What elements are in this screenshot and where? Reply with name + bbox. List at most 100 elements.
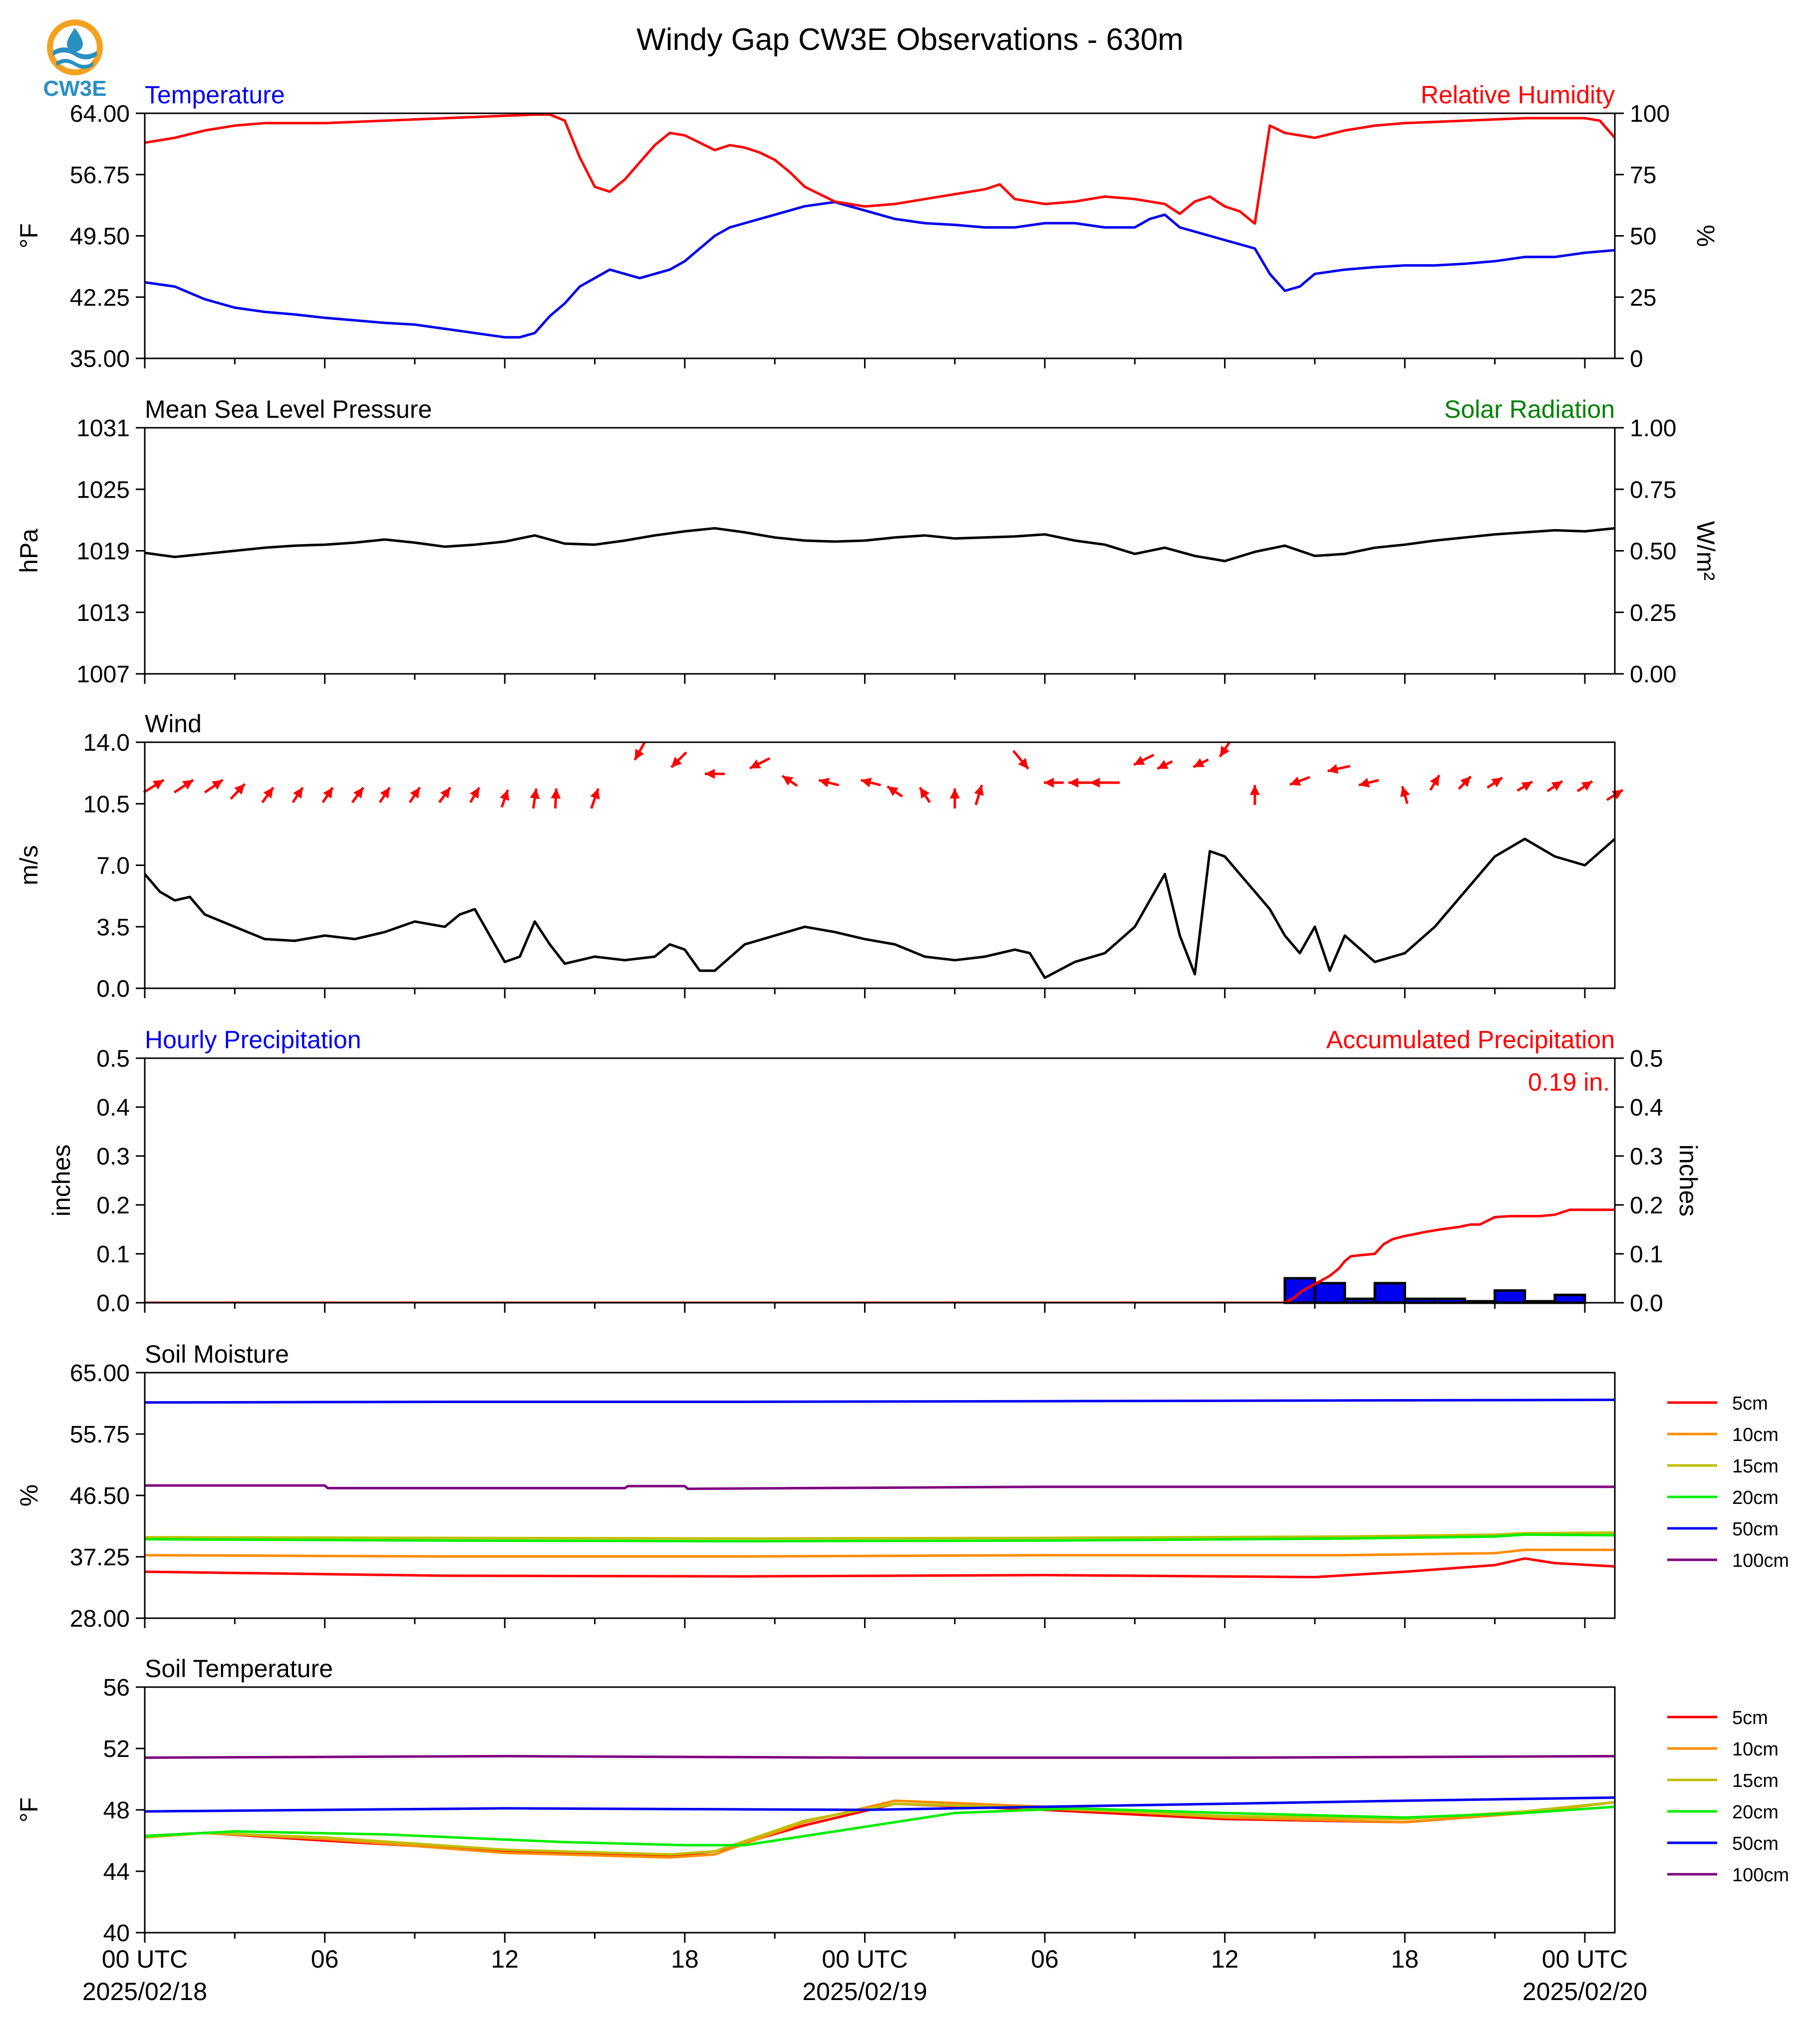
wind-arrow bbox=[949, 788, 960, 809]
series-line-2 bbox=[145, 113, 1615, 225]
panel-3: 0.0 3.5 7.0 10.5 14.0 Wind m/s bbox=[15, 710, 1624, 1002]
y2-tick-label: 0.5 bbox=[1630, 1046, 1663, 1072]
wind-arrow bbox=[1012, 750, 1029, 770]
wind-arrow bbox=[590, 788, 600, 809]
y-tick-label: 14.0 bbox=[83, 730, 130, 756]
panel-frame bbox=[144, 741, 1616, 989]
logo-wave-1 bbox=[53, 47, 97, 59]
wind-arrow-head bbox=[1359, 778, 1370, 788]
y-axis-label: hPa bbox=[15, 529, 43, 573]
wind-arrow-head bbox=[1430, 775, 1440, 787]
y2-tick-label: 0.50 bbox=[1630, 539, 1676, 565]
wind-arrow bbox=[469, 787, 481, 803]
y2-tick-label: 50 bbox=[1630, 224, 1656, 250]
x-date-label: 2025/02/20 bbox=[1522, 1978, 1647, 2006]
panel-4: 0.0 0.1 0.2 0.3 0.4 0.5 0.0 0.1 0.2 0.3 0.4 0.5 Hour… bbox=[47, 1026, 1702, 1317]
wind-arrow-head bbox=[1219, 745, 1230, 757]
series-line-15cm bbox=[145, 1801, 1615, 1856]
y-tick-label: 0.3 bbox=[96, 1144, 130, 1170]
wind-arrow bbox=[351, 787, 364, 804]
legend-label: 15cm bbox=[1732, 1770, 1779, 1791]
y-axis-label: °F bbox=[15, 223, 43, 249]
y-tick-label: 0.4 bbox=[96, 1095, 130, 1121]
y-tick-label: 35.00 bbox=[70, 346, 130, 372]
wind-arrow-head bbox=[1327, 764, 1339, 774]
wind-arrow-head bbox=[634, 749, 644, 760]
logo-drop-icon bbox=[67, 28, 83, 52]
y-tick-label: 46.50 bbox=[70, 1483, 130, 1509]
panel-right-title: Relative Humidity bbox=[1421, 81, 1615, 109]
series-line-5cm bbox=[145, 1557, 1615, 1579]
y2-tick-label: 0.4 bbox=[1630, 1095, 1663, 1121]
y-tick-label: 1019 bbox=[76, 539, 130, 565]
y-tick-label: 7.0 bbox=[96, 853, 130, 879]
wind-arrow bbox=[1193, 758, 1209, 768]
panel-frame bbox=[144, 1057, 1616, 1304]
x-axis-labels: 00 UTC 2025/02/18 06 12 18 00 UTC 2025/02/19 06… bbox=[82, 1945, 1647, 2006]
precip-bar bbox=[1313, 1282, 1346, 1304]
y-tick-label: 1013 bbox=[76, 600, 130, 626]
y2-tick-label: 25 bbox=[1630, 285, 1656, 311]
cw3e-logo: CW3E bbox=[43, 19, 107, 101]
y-tick-label: 0.1 bbox=[96, 1241, 130, 1268]
wind-arrow bbox=[292, 787, 304, 804]
y2-tick-label: 0 bbox=[1630, 346, 1643, 372]
y2-tick-label: 0.75 bbox=[1630, 477, 1676, 503]
wind-arrow bbox=[1546, 780, 1563, 793]
x-tick-label: 18 bbox=[1391, 1945, 1419, 1973]
wind-arrow bbox=[781, 775, 798, 787]
y-axis-label: % bbox=[15, 1484, 43, 1506]
y-tick-label: 40 bbox=[103, 1920, 130, 1947]
wind-arrow bbox=[1133, 753, 1155, 766]
wind-arrow bbox=[1487, 776, 1503, 789]
series-line-10cm bbox=[145, 1548, 1615, 1558]
panel-5: 28.00 37.25 46.50 55.75 65.00 Soil Moisture% 5… bbox=[15, 1340, 1789, 1632]
wind-arrow bbox=[1289, 776, 1310, 786]
x-tick-label: 12 bbox=[491, 1945, 519, 1973]
wind-arrow bbox=[749, 757, 771, 770]
wind-arrow-head bbox=[470, 787, 480, 799]
legend-label: 100cm bbox=[1732, 1550, 1789, 1571]
wind-arrow-head bbox=[152, 780, 164, 790]
series-line-1 bbox=[145, 201, 1615, 339]
panel-frame bbox=[144, 1372, 1616, 1619]
legend-label: 5cm bbox=[1732, 1393, 1768, 1414]
wind-arrow bbox=[530, 788, 540, 809]
series-line-20cm bbox=[145, 1533, 1615, 1543]
y2-axis-label: % bbox=[1692, 225, 1720, 247]
x-tick-label: 00 UTC bbox=[822, 1945, 908, 1973]
y-tick-label: 1031 bbox=[76, 415, 130, 442]
wind-arrow bbox=[1327, 764, 1351, 774]
x-tick-label: 00 UTC bbox=[102, 1945, 188, 1973]
wind-arrow bbox=[321, 787, 334, 804]
wind-arrow-head bbox=[1068, 777, 1079, 788]
accumulated-total-annotation: 0.19 in. bbox=[1528, 1068, 1610, 1096]
x-tick-label: 06 bbox=[311, 1945, 339, 1973]
wind-arrow-head bbox=[1581, 781, 1592, 791]
y2-tick-label: 0.1 bbox=[1630, 1241, 1663, 1268]
wind-arrow bbox=[1400, 786, 1410, 804]
wind-arrow bbox=[918, 787, 931, 804]
wind-arrow-head bbox=[212, 780, 223, 790]
wind-arrow bbox=[261, 787, 275, 804]
wind-arrow-head bbox=[1193, 758, 1205, 767]
wind-arrow-head bbox=[1491, 777, 1503, 788]
x-tick-label: 12 bbox=[1211, 1945, 1239, 1973]
wind-arrow bbox=[1249, 785, 1260, 805]
series-line-100cm bbox=[145, 1754, 1615, 1759]
y2-tick-label: 75 bbox=[1630, 162, 1656, 189]
panel-left-title: Temperature bbox=[145, 81, 285, 109]
y-tick-label: 48 bbox=[103, 1797, 130, 1824]
panel-1: 35.00 42.25 49.50 56.75 64.00 0 25 50 75 100 Tempe… bbox=[15, 81, 1720, 372]
wind-arrow-head bbox=[887, 786, 899, 797]
y-tick-label: 1025 bbox=[76, 477, 130, 503]
series-line-50cm bbox=[145, 1796, 1615, 1813]
y-axis-label: inches bbox=[47, 1145, 75, 1217]
wind-arrow bbox=[818, 778, 839, 788]
panel-right-title: Accumulated Precipitation bbox=[1326, 1026, 1615, 1054]
wind-arrow-head bbox=[861, 778, 872, 788]
series-line-10cm bbox=[145, 1799, 1615, 1859]
logo-wave-2 bbox=[56, 59, 94, 69]
legend: 5cm 10cm 15cm 20cm 50cm 100cm bbox=[1667, 1393, 1789, 1571]
